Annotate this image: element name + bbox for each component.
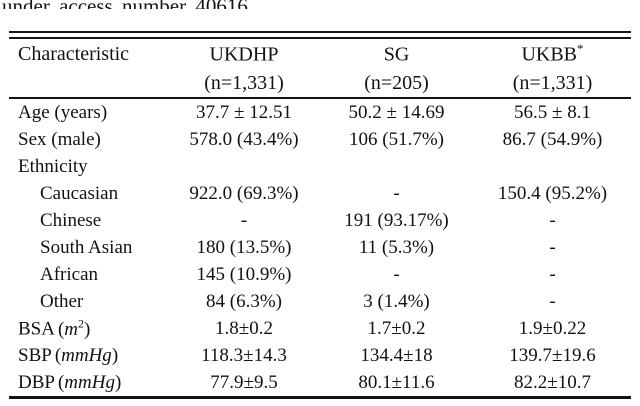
header-col-ukdhp: UKDHP <box>209 43 279 66</box>
row-label: BSA (m2) <box>18 316 91 340</box>
cell: - <box>549 263 556 285</box>
cell: 134.4±18 <box>360 344 433 366</box>
cell: 80.1±11.6 <box>358 371 435 393</box>
table-row-other: Other 84 (6.3%) 3 (1.4%) - <box>9 288 631 315</box>
cell <box>474 153 631 180</box>
ukbb-asterisk: * <box>577 41 584 57</box>
cell: 578.0 (43.4%) <box>189 128 299 150</box>
cell: 56.5 ± 8.1 <box>514 101 591 123</box>
row-label: Caucasian <box>40 182 119 204</box>
cell: 77.9±9.5 <box>210 371 278 393</box>
cell: 11 (5.3%) <box>358 236 435 258</box>
row-label: Ethnicity <box>18 155 88 177</box>
row-label: DBP (mmHg) <box>18 371 122 393</box>
table-bottom-rule <box>9 396 631 399</box>
table-row-sbp: SBP (mmHg) 118.3±14.3 134.4±18 139.7±19.6 <box>9 342 631 369</box>
cell: 106 (51.7%) <box>349 128 444 150</box>
row-label: Sex (male) <box>18 128 101 150</box>
table-row-bsa: BSA (m2) 1.8±0.2 1.7±0.2 1.9±0.22 <box>9 315 631 342</box>
cell: 50.2 ± 14.69 <box>348 101 445 123</box>
cell: 1.7±0.2 <box>367 317 426 339</box>
page-text-fragment-line: under access number 40616. <box>2 0 253 9</box>
row-label: African <box>40 263 99 285</box>
cell: 180 (13.5%) <box>196 236 292 258</box>
cell: 922.0 (69.3%) <box>189 182 299 204</box>
n-count-ukdhp: (n=1,331) <box>204 71 284 94</box>
sbp-unit: (mmHg) <box>54 344 119 366</box>
n-count-ukbb: (n=1,331) <box>512 71 593 94</box>
table-row-chinese: Chinese - 191 (93.17%) - <box>9 207 631 234</box>
row-label: Other <box>40 290 84 312</box>
cell: 139.7±19.6 <box>509 344 596 366</box>
cell: - <box>240 209 248 231</box>
header-row-counts: (n=1,331) (n=205) (n=1,331) <box>9 69 631 98</box>
cell: 82.2±10.7 <box>514 371 591 393</box>
header-row-names: Characteristic UKDHP SG UKBB* <box>9 38 631 69</box>
header-characteristic: Characteristic <box>18 42 130 65</box>
cell: 84 (6.3%) <box>206 290 282 312</box>
cell: 150.4 (95.2%) <box>497 182 608 204</box>
cell: - <box>549 236 556 258</box>
row-label: Chinese <box>40 209 102 231</box>
characteristics-table: Characteristic UKDHP SG UKBB* (n=1,331) … <box>9 31 631 399</box>
table-row-south-asian: South Asian 180 (13.5%) 11 (5.3%) - <box>9 234 631 261</box>
row-label: Age (years) <box>18 101 108 123</box>
table-row-age: Age (years) 37.7 ± 12.51 50.2 ± 14.69 56… <box>9 98 631 126</box>
cell <box>319 153 474 180</box>
cell: - <box>549 209 556 231</box>
cell: 1.9±0.22 <box>518 317 587 339</box>
cohort-characteristics-table: Characteristic UKDHP SG UKBB* (n=1,331) … <box>9 37 631 396</box>
cell: 1.8±0.2 <box>215 317 273 339</box>
cell: 118.3±14.3 <box>201 344 287 366</box>
cell: - <box>393 263 400 285</box>
page-text-fragment: under access number 40616. <box>2 0 602 9</box>
row-label: SBP (mmHg) <box>18 344 119 366</box>
cell <box>169 153 319 180</box>
cell: 37.7 ± 12.51 <box>196 101 292 123</box>
cell: 191 (93.17%) <box>344 209 449 231</box>
table-row-caucasian: Caucasian 922.0 (69.3%) - 150.4 (95.2%) <box>9 180 631 207</box>
cell: 145 (10.9%) <box>196 263 292 285</box>
table-row-african: African 145 (10.9%) - - <box>9 261 631 288</box>
table-top-rule-1 <box>9 31 631 33</box>
table-row-dbp: DBP (mmHg) 77.9±9.5 80.1±11.6 82.2±10.7 <box>9 369 631 396</box>
row-label: South Asian <box>40 236 133 258</box>
dbp-unit: (mmHg) <box>57 371 122 393</box>
table-row-ethnicity: Ethnicity <box>9 153 631 180</box>
cell: 3 (1.4%) <box>363 290 430 312</box>
header-col-sg: SG <box>383 43 410 66</box>
cell: 86.7 (54.9%) <box>502 128 603 150</box>
cell: - <box>393 182 400 204</box>
n-count-sg: (n=205) <box>364 71 429 94</box>
table-row-sex: Sex (male) 578.0 (43.4%) 106 (51.7%) 86.… <box>9 126 631 153</box>
cell: - <box>549 290 556 312</box>
header-col-ukbb: UKBB* <box>521 41 584 66</box>
bsa-unit: (m2) <box>57 316 91 340</box>
